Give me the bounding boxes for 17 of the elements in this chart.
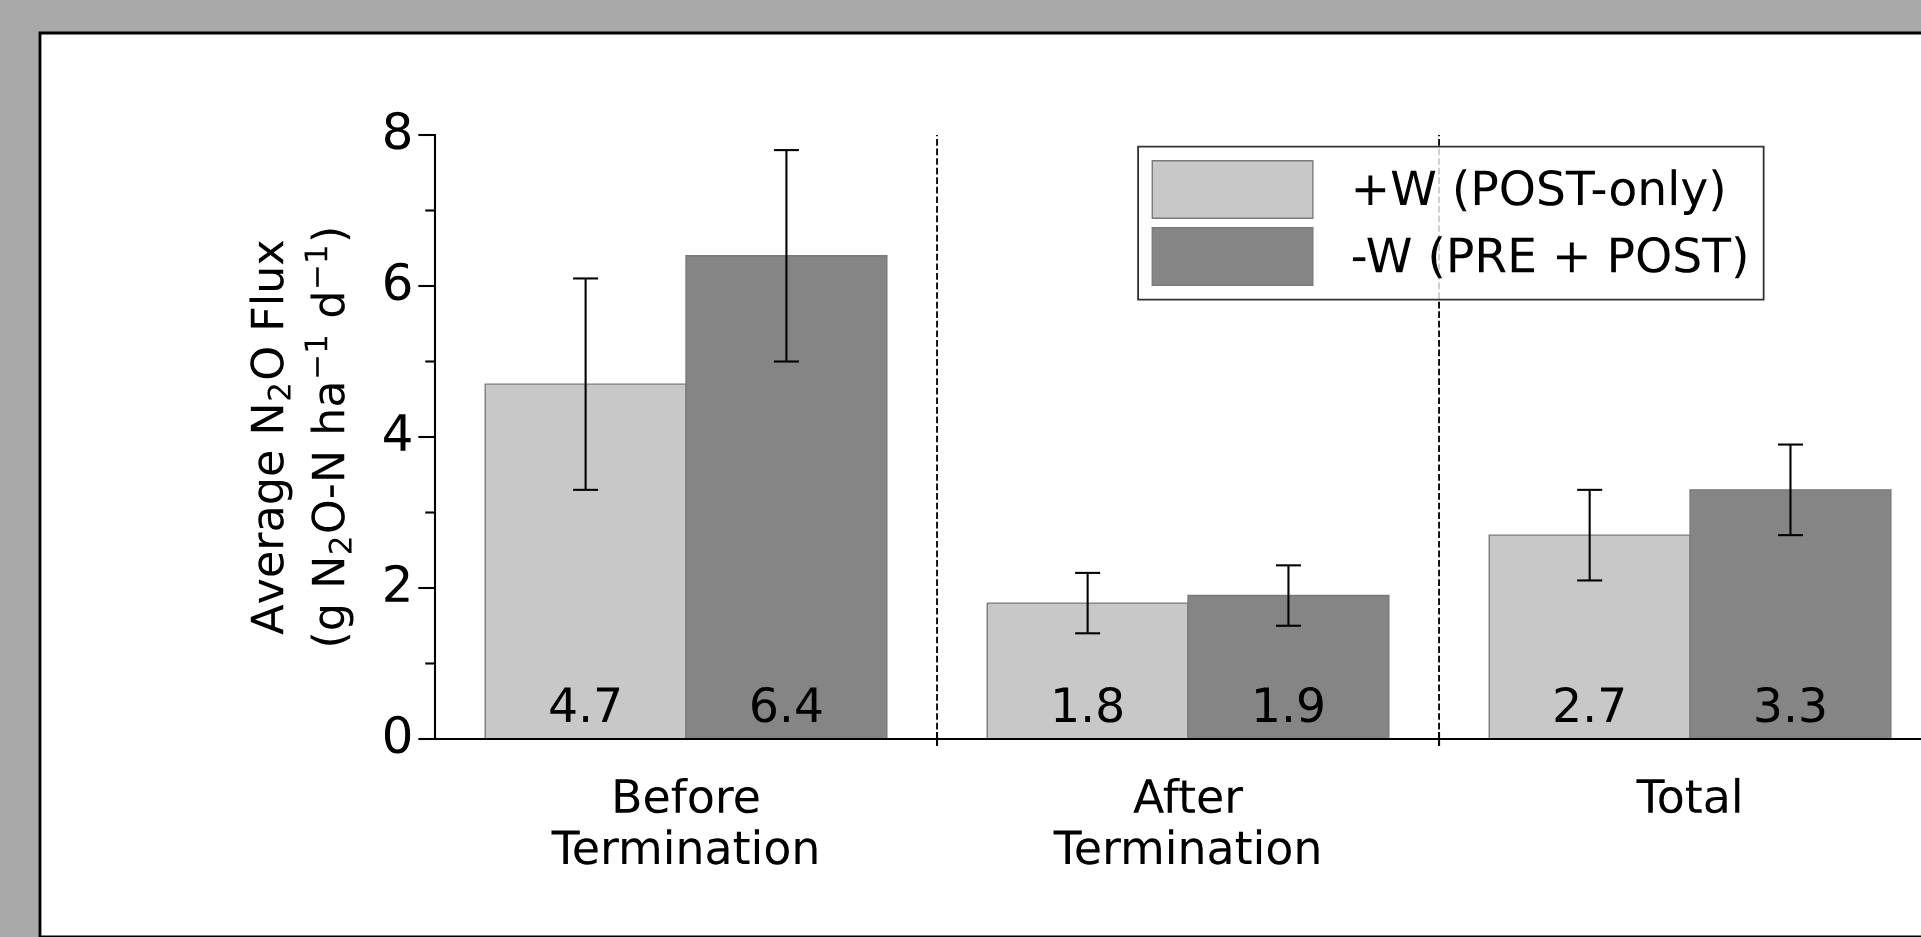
y-tick-label: 8	[385, 111, 411, 150]
x-tick-label: Total	[1636, 777, 1740, 814]
data-label: 3.3	[1756, 686, 1825, 723]
data-label: 4.7	[550, 687, 620, 722]
y-tick-label: 4	[384, 414, 411, 451]
legend-label: +W (POST-only)	[1355, 169, 1723, 215]
y-tick-label: 0	[384, 715, 411, 754]
data-label: 1.9	[1256, 686, 1323, 723]
y-tick-label: 2	[385, 564, 409, 602]
text: Average N$_{2}$O Flux (g N$_{2}$O-N ha$^{−1}$ d$^{−1}$)	[249, 229, 354, 645]
data-label: 6.4	[752, 686, 822, 723]
x-tick-label: Before Termination	[551, 777, 817, 865]
legend-label: -W (PRE + POST)	[1352, 236, 1746, 279]
data-label: 2.7	[1555, 686, 1624, 722]
x-tick-label: After Termination	[1053, 777, 1319, 865]
data-label: 1.8	[1055, 686, 1122, 723]
y-tick-label: 6	[385, 262, 411, 301]
